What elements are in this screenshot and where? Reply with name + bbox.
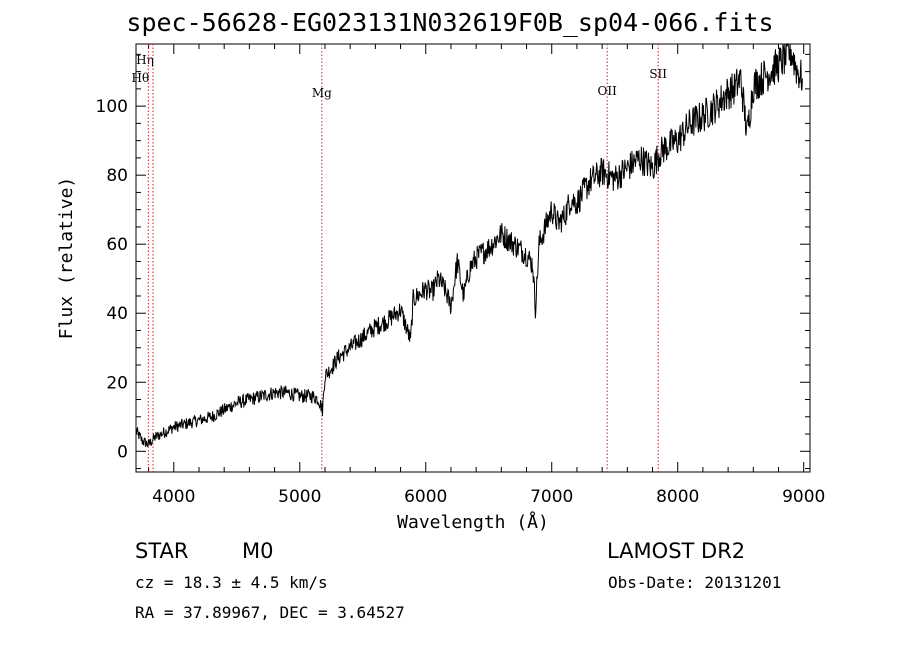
spectral-line-label: Hη [136,53,154,67]
spectral-line-label: Mg [312,86,332,100]
object-class: STAR [135,539,189,563]
x-tick-label: 5000 [278,487,321,507]
spectral-line-label: OII [598,84,618,98]
coordinates: RA = 37.89967, DEC = 3.64527 [135,603,405,622]
y-tick-label: 0 [117,442,128,462]
spectral-line-label: SII [649,67,667,81]
object-subclass: M0 [242,539,274,563]
spectral-line-label: Hθ [131,71,149,85]
y-tick-label: 80 [106,166,128,186]
y-axis-label: Flux (relative) [56,177,77,340]
x-tick-label: 7000 [530,487,573,507]
redshift-info: cz = 18.3 ± 4.5 km/s [135,573,328,592]
x-tick-label: 8000 [656,487,699,507]
spectrum-line [135,42,803,448]
y-tick-label: 20 [106,373,128,393]
y-tick-label: 40 [106,304,128,324]
x-tick-label: 4000 [152,487,195,507]
chart-title: spec-56628-EG023131N032619F0B_sp04-066.f… [126,8,774,37]
x-axis-label: Wavelength (Å) [397,511,549,533]
x-tick-label: 9000 [782,487,825,507]
survey-label: LAMOST DR2 [607,539,746,563]
obs-date: Obs-Date: 20131201 [608,573,782,592]
y-tick-label: 60 [106,235,128,255]
plot-frame [135,43,811,473]
x-tick-label: 6000 [404,487,447,507]
y-tick-label: 100 [96,97,128,117]
